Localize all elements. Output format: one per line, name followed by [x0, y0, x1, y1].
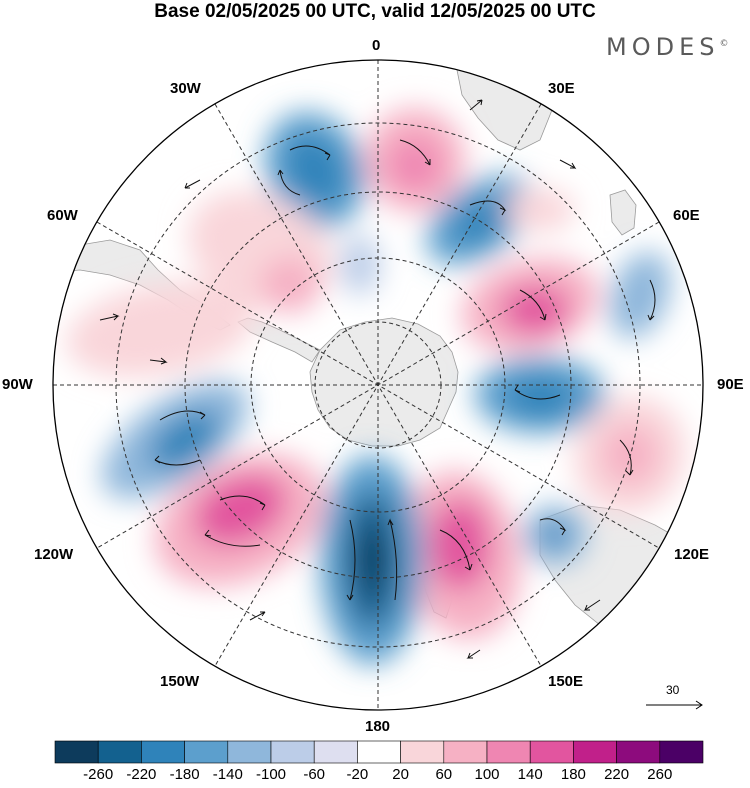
- colorbar-tick-label: 260: [647, 766, 673, 783]
- colorbar-swatch: [141, 740, 185, 764]
- colorbar: [54, 740, 704, 764]
- lon-label-60w: 60W: [47, 207, 78, 224]
- lon-label-30e: 30E: [548, 80, 575, 97]
- colorbar-tick-label: 20: [392, 766, 409, 783]
- colorbar-swatch: [227, 740, 272, 764]
- colorbar-swatch: [573, 740, 617, 764]
- lon-label-150w: 150W: [160, 673, 200, 690]
- graticule: [53, 60, 703, 710]
- colorbar-tick-label: 60: [435, 766, 453, 783]
- colorbar-swatch: [357, 740, 401, 764]
- colorbar-tick-label: 220: [604, 766, 630, 783]
- map-boundary: [52, 59, 704, 711]
- copyright-mark: ©: [719, 39, 729, 49]
- lon-label-30w: 30W: [170, 80, 201, 97]
- colorbar-swatch: [443, 740, 488, 764]
- colorbar-swatch: [184, 740, 229, 764]
- lon-label-0: 0: [372, 37, 381, 54]
- reference-vector-arrow: [646, 700, 703, 710]
- colorbar-tick-label: -260: [83, 766, 114, 783]
- colorbar-swatch: [529, 740, 574, 764]
- colorbar-tick-label: -20: [346, 766, 369, 783]
- colorbar-tick-label: 180: [560, 766, 586, 783]
- colorbar-tick-label: -180: [169, 766, 200, 783]
- colorbar-swatch: [270, 740, 315, 764]
- colorbar-tick-label: -140: [212, 766, 243, 783]
- lon-label-150e: 150E: [548, 673, 584, 690]
- wind-vectors: [99, 99, 656, 659]
- madagascar: [609, 189, 637, 236]
- colorbar-tick-label: 100: [474, 766, 500, 783]
- reference-vector-label: 30: [666, 683, 680, 697]
- colorbar-swatch: [659, 740, 704, 764]
- modes-logo: MODES©: [606, 33, 728, 61]
- colorbar-tick-label: -100: [255, 766, 287, 783]
- lon-label-90w: 90W: [2, 376, 33, 393]
- lon-label-60e: 60E: [673, 207, 700, 224]
- map-title: Base 02/05/2025 00 UTC, valid 12/05/2025…: [154, 1, 596, 22]
- colorbar-swatch: [400, 740, 445, 764]
- colorbar-swatch: [97, 740, 142, 764]
- colorbar-swatch: [616, 740, 661, 764]
- colorbar-swatch: [313, 740, 358, 764]
- anomaly-field: [66, 108, 686, 665]
- lon-label-120e: 120E: [674, 546, 710, 563]
- lon-label-120w: 120W: [34, 546, 74, 563]
- colorbar-tick-label: -220: [126, 766, 157, 783]
- brand-text: MODES: [606, 33, 720, 61]
- colorbar-swatch: [54, 740, 99, 764]
- colorbar-swatch: [486, 740, 531, 764]
- lon-label-90e: 90E: [717, 376, 744, 393]
- colorbar-tick-label: 140: [517, 766, 543, 783]
- lon-label-180: 180: [365, 718, 391, 735]
- colorbar-tick-label: -60: [303, 766, 326, 783]
